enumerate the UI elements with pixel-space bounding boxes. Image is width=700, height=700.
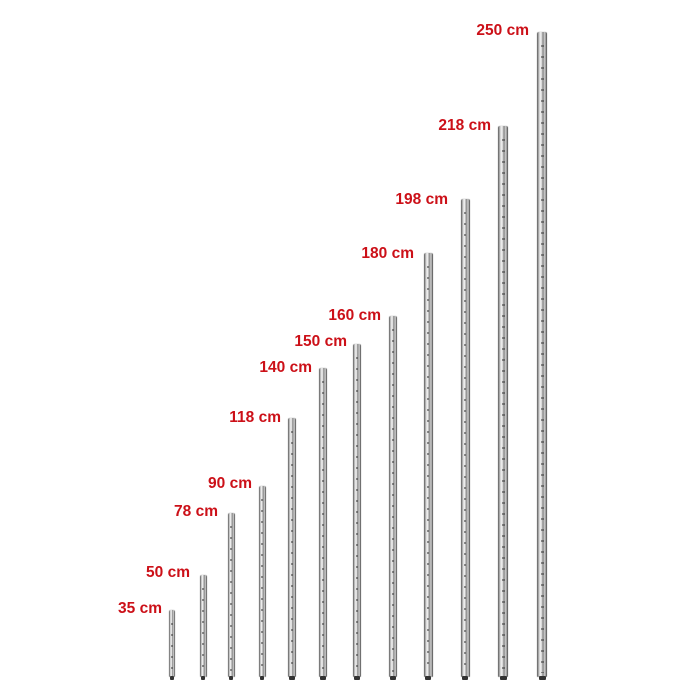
pole-foot [461,676,469,680]
pole-length-label: 160 cm [328,307,381,324]
pole-foot [499,676,507,680]
pole-length-label: 90 cm [208,475,252,492]
pole [258,486,266,680]
pole-foot [228,676,234,680]
pole-foot [289,676,295,680]
pole-length-label: 198 cm [395,191,448,208]
pole-length-label: 218 cm [438,117,491,134]
pole [227,513,235,680]
pole-foot [390,676,396,680]
pole-foot [259,676,265,680]
pole [199,575,207,680]
pole-length-label: 140 cm [259,359,312,376]
pole-foot [200,676,206,680]
pole [288,418,296,680]
pole-length-label: 118 cm [229,409,281,426]
pole [319,368,327,680]
pole [498,126,508,680]
pole-foot [424,676,432,680]
pole [169,610,175,680]
pole-length-label: 78 cm [174,503,218,520]
pole-foot [354,676,360,680]
pole-foot [320,676,326,680]
pole-length-label: 35 cm [118,600,162,617]
pole-length-label: 150 cm [294,333,347,350]
pole [353,344,361,680]
pole-foot [538,676,546,680]
pole-length-label: 50 cm [146,564,190,581]
pole [460,199,470,680]
pole [389,316,397,680]
pole-length-label: 250 cm [476,22,529,39]
pole-length-label: 180 cm [361,245,414,262]
pole-foot [169,676,175,680]
pole [423,253,433,680]
pole [537,32,547,680]
